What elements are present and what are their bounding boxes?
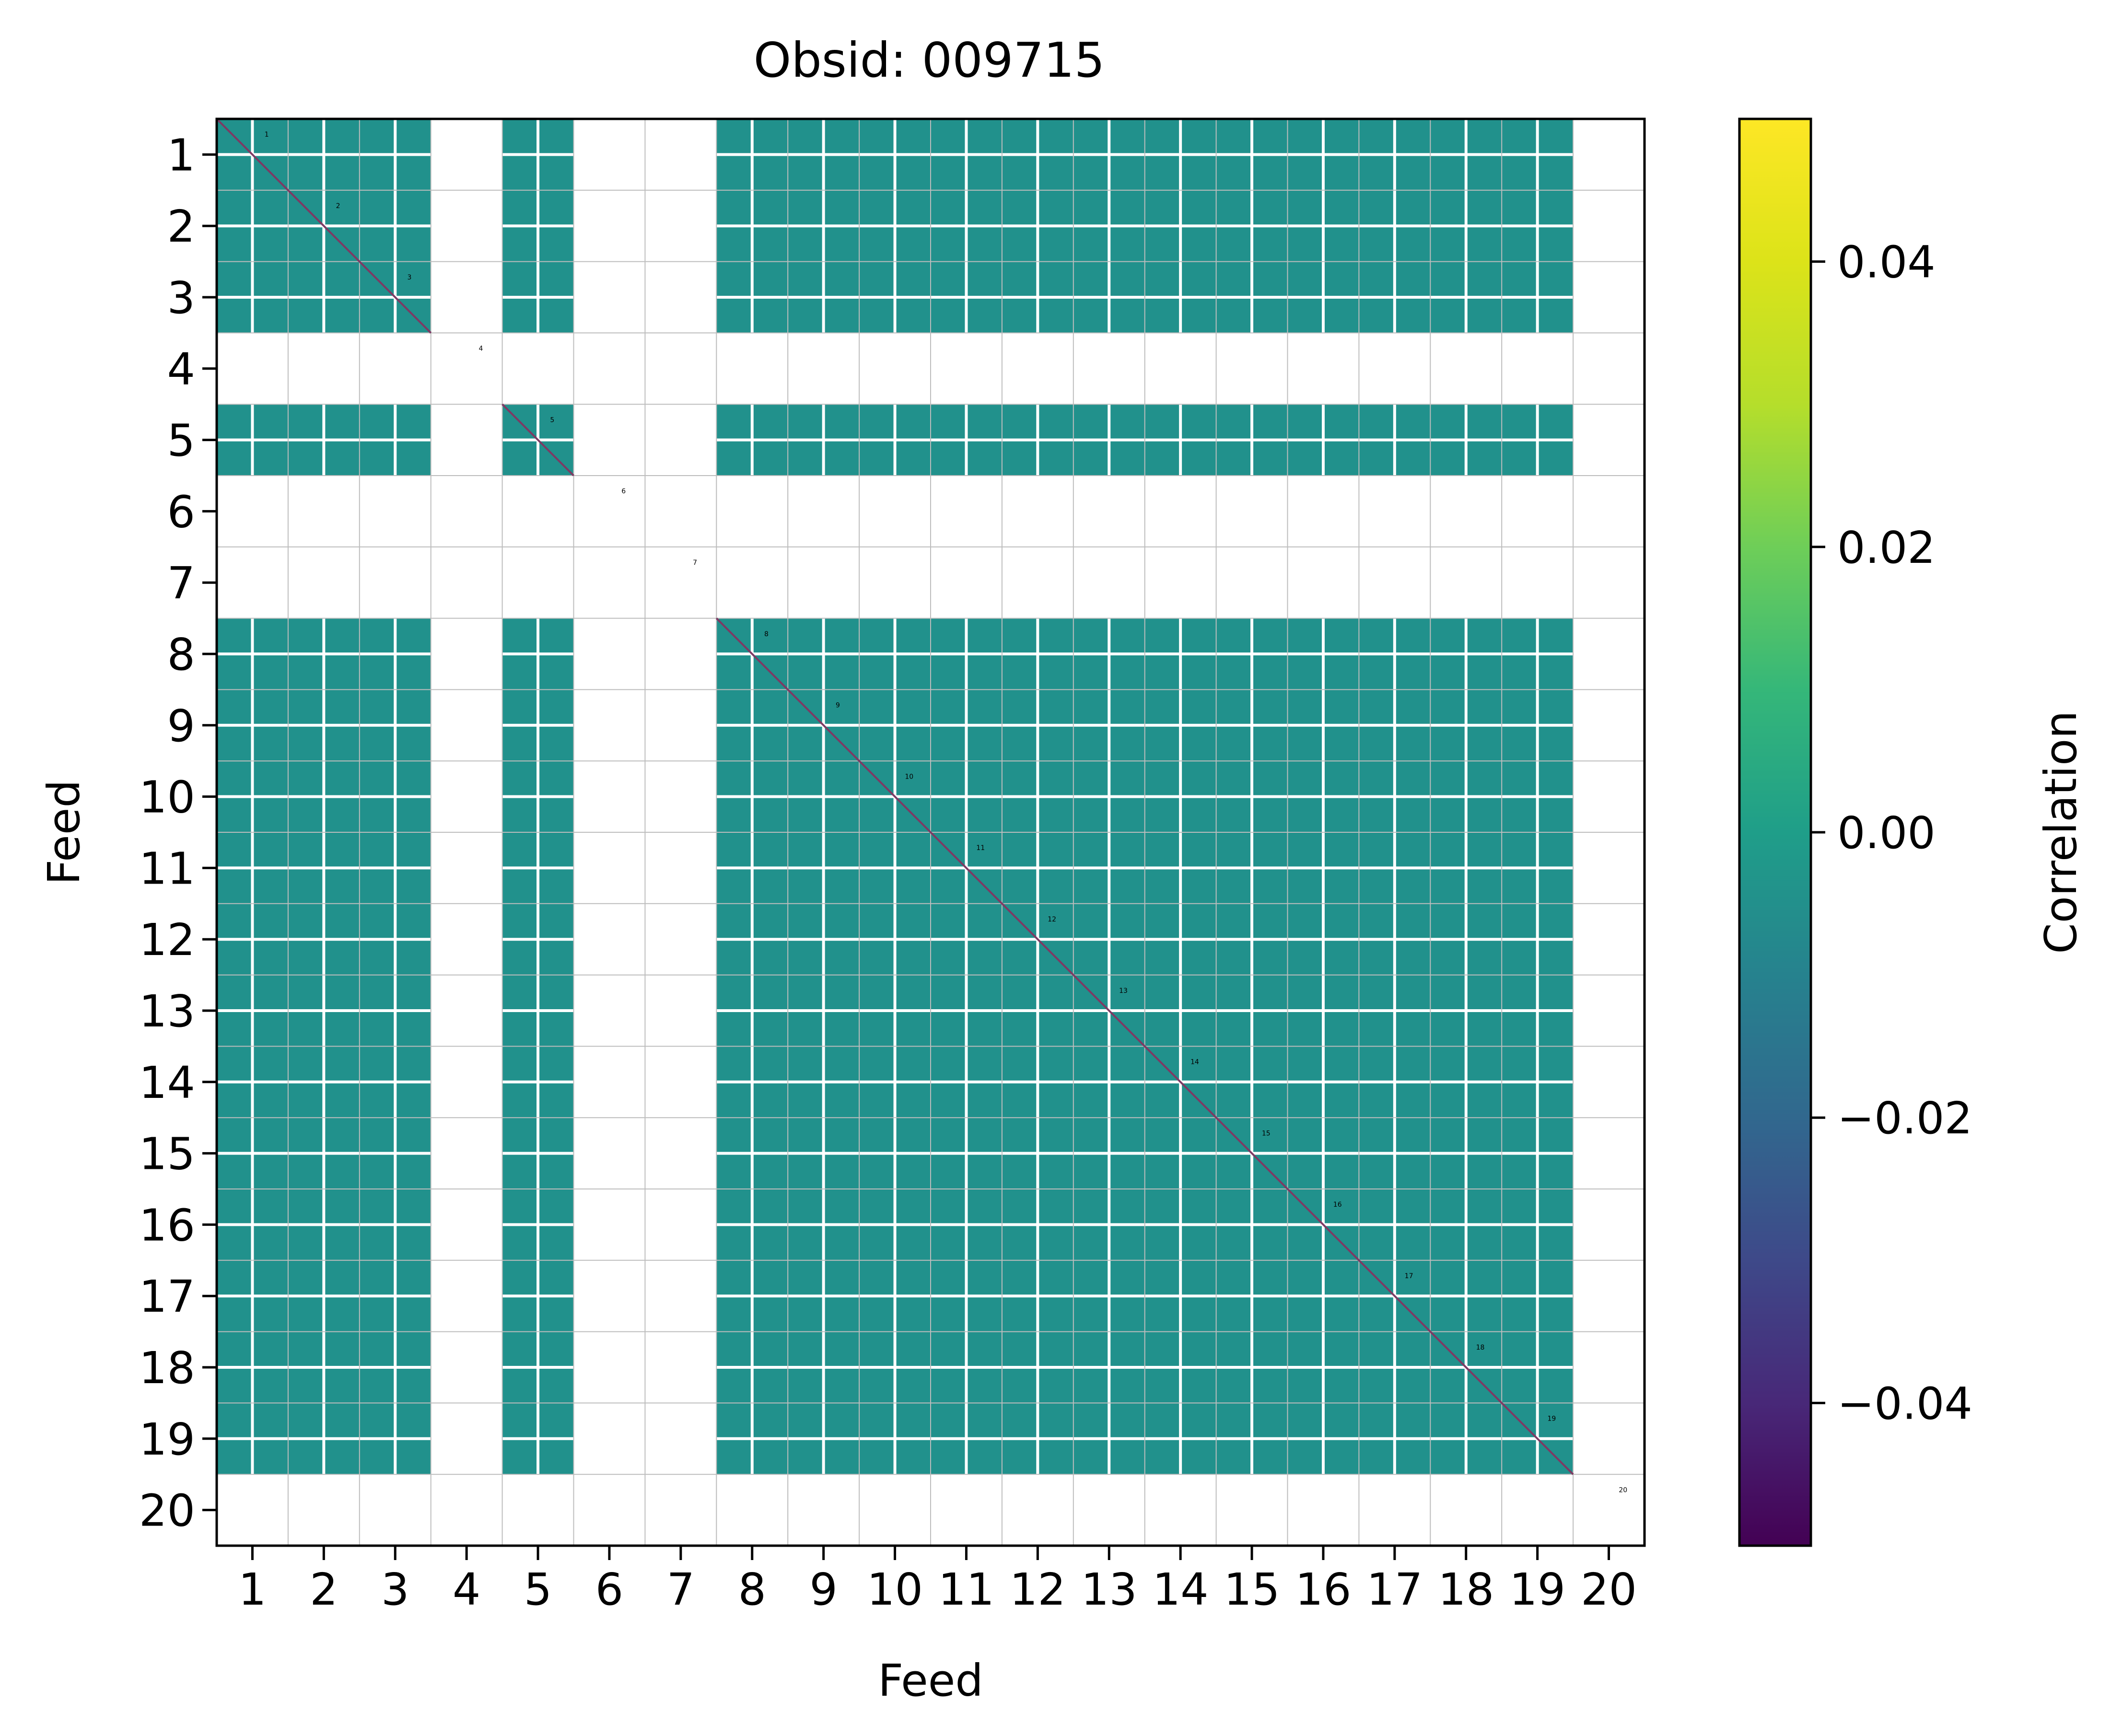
y-tick-label-3: 3: [167, 272, 195, 324]
x-tick-label-1: 1: [238, 1564, 267, 1615]
diagonal-line-10: [858, 760, 932, 833]
y-tick-label-6: 6: [167, 486, 195, 537]
diagonal-label-14: 14: [1190, 1059, 1199, 1066]
x-tick-label-18: 18: [1438, 1564, 1494, 1615]
colorbar-ticks: 0.04 0.02 0.00 −0.02 −0.04: [1811, 237, 1972, 1429]
diagonal-label-19: 19: [1547, 1415, 1556, 1423]
y-tick-label-9: 9: [167, 700, 195, 752]
y-axis-label: Feed: [38, 780, 90, 885]
diagonal-line-15: [1215, 1117, 1288, 1190]
heatmap-grid: [217, 119, 1644, 1546]
diagonal-line-16: [1287, 1188, 1360, 1261]
diagonal-label-8: 8: [764, 630, 769, 638]
colorbar-label: Correlation: [2035, 711, 2087, 954]
diagonal-line-13: [1073, 974, 1146, 1047]
y-tick-label-14: 14: [139, 1057, 195, 1108]
x-tick-label-17: 17: [1366, 1564, 1423, 1615]
diagonal-label-5: 5: [550, 416, 554, 424]
x-tick-label-11: 11: [938, 1564, 994, 1615]
y-tick-label-4: 4: [167, 344, 195, 395]
diagonal-label-15: 15: [1262, 1130, 1271, 1137]
y-tick-label-18: 18: [139, 1342, 195, 1394]
diagonal-line-1: [216, 118, 289, 191]
colorbar-tick-label: −0.04: [1837, 1378, 1972, 1429]
x-tick-label-9: 9: [809, 1564, 838, 1615]
diagonal-line-12: [1001, 903, 1074, 976]
y-tick-label-16: 16: [139, 1200, 195, 1251]
y-tick-label-5: 5: [167, 415, 195, 466]
diagonal-label-17: 17: [1405, 1272, 1413, 1280]
diagonal-label-20: 20: [1619, 1486, 1627, 1494]
diagonal-label-1: 1: [265, 131, 269, 139]
diagonal-label-6: 6: [621, 488, 626, 495]
diagonal-line-14: [1144, 1045, 1217, 1118]
x-tick-label-6: 6: [595, 1564, 624, 1615]
x-tick-label-2: 2: [310, 1564, 338, 1615]
diagonal-label-18: 18: [1476, 1344, 1485, 1352]
y-tick-label-11: 11: [139, 843, 195, 894]
diagonal-label-12: 12: [1048, 916, 1056, 923]
diagonal-label-7: 7: [693, 559, 697, 567]
x-tick-label-10: 10: [867, 1564, 923, 1615]
x-tick-label-3: 3: [381, 1564, 409, 1615]
diagonal-label-9: 9: [836, 702, 840, 710]
x-tick-label-13: 13: [1081, 1564, 1137, 1615]
colorbar-tick-label: 0.04: [1837, 237, 1936, 288]
diagonal-line-18: [1429, 1331, 1503, 1404]
chart-title: Obsid: 009715: [754, 32, 1105, 88]
diagonal-label-13: 13: [1119, 987, 1128, 995]
x-tick-label-8: 8: [738, 1564, 766, 1615]
y-tick-label-7: 7: [167, 558, 195, 609]
plot-frame: [215, 117, 1646, 1547]
x-axis-ticks: 1 2 3 4 5 6 7 8 9 10 11 12 13 14 15 16 17 18 19 20: [238, 1546, 1637, 1615]
diagonal-line-2: [287, 189, 361, 263]
diagonal-line-11: [930, 831, 1003, 905]
x-tick-label-4: 4: [453, 1564, 481, 1615]
colorbar: [1738, 117, 1812, 1547]
y-tick-label-20: 20: [139, 1485, 195, 1537]
x-tick-label-16: 16: [1295, 1564, 1351, 1615]
x-axis-label: Feed: [878, 1655, 983, 1706]
y-tick-label-17: 17: [139, 1271, 195, 1322]
x-tick-label-20: 20: [1581, 1564, 1637, 1615]
y-tick-label-1: 1: [167, 129, 195, 181]
y-tick-label-12: 12: [139, 914, 195, 966]
x-tick-label-5: 5: [524, 1564, 552, 1615]
x-tick-label-14: 14: [1153, 1564, 1209, 1615]
y-tick-label-8: 8: [167, 629, 195, 680]
y-tick-label-10: 10: [139, 772, 195, 823]
colorbar-tick-label: 0.02: [1837, 522, 1936, 573]
diagonal-label-10: 10: [905, 773, 913, 781]
x-tick-label-19: 19: [1509, 1564, 1565, 1615]
diagonal-label-3: 3: [408, 274, 412, 281]
y-tick-label-13: 13: [139, 986, 195, 1037]
diagonal-label-11: 11: [976, 844, 985, 852]
diagonal-label-16: 16: [1333, 1201, 1342, 1209]
diagonal-line-3: [359, 261, 432, 334]
diagonal-line-5: [502, 403, 574, 477]
x-tick-label-7: 7: [667, 1564, 695, 1615]
y-tick-label-2: 2: [167, 201, 195, 252]
diagonal-label-4: 4: [478, 345, 483, 353]
colorbar-tick-label: −0.02: [1837, 1093, 1972, 1144]
diagonal-line-19: [1501, 1402, 1574, 1475]
diagonal-label-2: 2: [336, 202, 340, 210]
diagonal-line-9: [787, 688, 860, 762]
x-tick-label-12: 12: [1010, 1564, 1066, 1615]
diagonal-line-17: [1358, 1259, 1431, 1333]
y-tick-label-15: 15: [139, 1129, 195, 1180]
colorbar-tick-label: 0.00: [1837, 807, 1936, 859]
y-tick-label-19: 19: [139, 1414, 195, 1465]
diagonal-line-8: [715, 618, 789, 690]
x-tick-label-15: 15: [1224, 1564, 1280, 1615]
